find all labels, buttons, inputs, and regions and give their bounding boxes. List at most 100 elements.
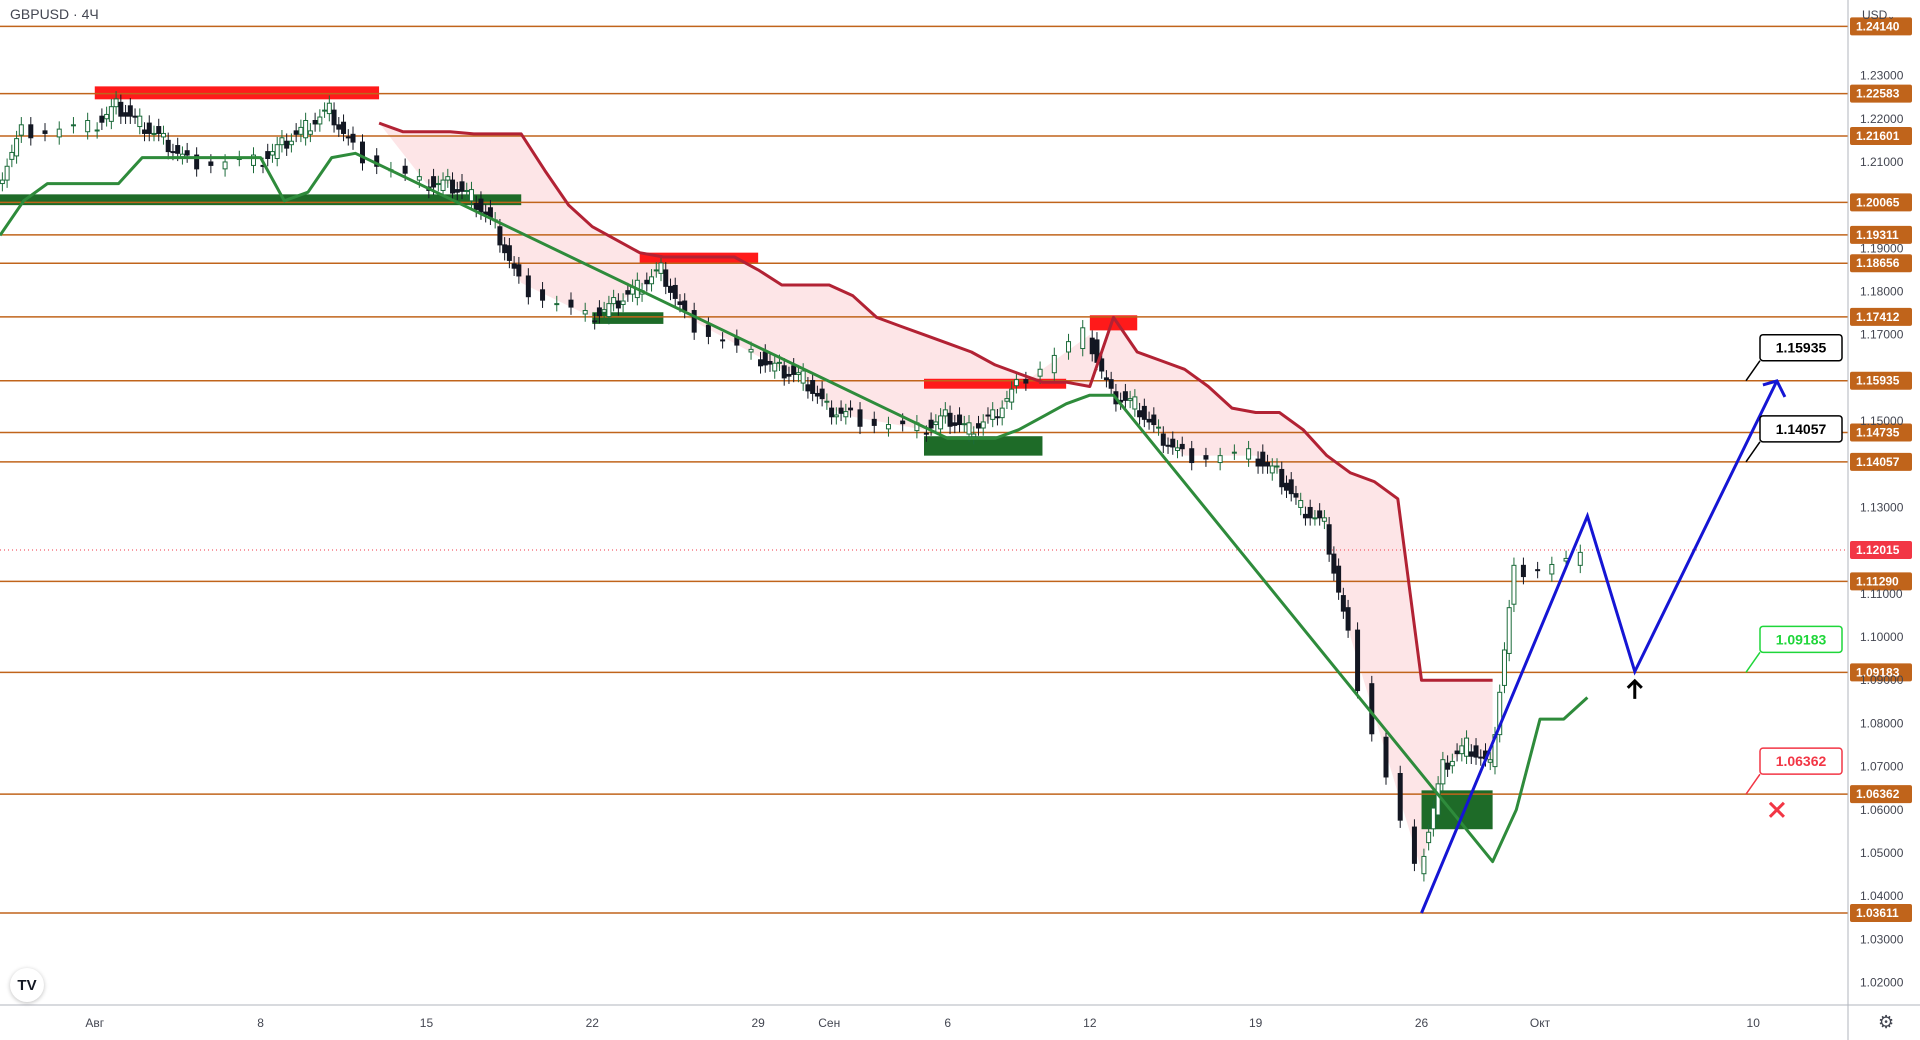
candle-body — [1454, 750, 1460, 755]
level-price-tag — [1850, 423, 1912, 442]
candle-body — [947, 412, 953, 427]
candle-body — [615, 300, 621, 309]
resistance-zone[interactable] — [924, 378, 1067, 389]
currency-selector[interactable]: USD⌄ — [1862, 8, 1895, 22]
candle-body — [682, 300, 688, 312]
callout-connector — [1745, 441, 1761, 463]
candle-body — [435, 183, 441, 186]
candle-body — [1473, 745, 1479, 758]
target-callout[interactable] — [1759, 333, 1843, 362]
candle-body — [800, 370, 806, 384]
candle-body — [151, 132, 157, 135]
candle-body — [1004, 398, 1010, 402]
level-price-label: 1.03611 — [1856, 906, 1899, 920]
candle-body — [208, 161, 214, 166]
callout-connector — [1745, 773, 1761, 795]
candle-body — [9, 151, 15, 160]
candle-body — [1156, 426, 1162, 429]
time-tick-label: 26 — [1415, 1016, 1429, 1030]
symbol-interval-label[interactable]: GBPUSD · 4Ч — [10, 6, 99, 22]
target-callout[interactable] — [1759, 415, 1843, 443]
candle-body — [160, 132, 166, 138]
level-price-label: 1.09183 — [1856, 665, 1900, 679]
resistance-zone[interactable] — [1089, 315, 1138, 331]
gear-icon[interactable]: ⚙ — [1878, 1012, 1895, 1033]
candle-body — [137, 115, 143, 128]
candle-body — [582, 310, 588, 315]
candle-body — [810, 379, 816, 394]
candle-body — [350, 133, 356, 143]
candle-body — [814, 392, 820, 397]
price-tick-label: 1.08000 — [1860, 716, 1904, 730]
candle-body — [938, 415, 944, 430]
candle-body — [786, 373, 792, 377]
stop-callout-label: 1.06362 — [1776, 753, 1827, 769]
candle-body — [288, 140, 294, 146]
support-zone[interactable] — [0, 194, 522, 206]
tradingview-logo-icon[interactable]: TV — [10, 968, 44, 1002]
candle-body — [1246, 448, 1252, 460]
price-tick-label: 1.21000 — [1860, 155, 1904, 169]
candle-body — [975, 423, 981, 429]
level-price-label: 1.19311 — [1856, 228, 1899, 242]
trend-down-line[interactable] — [378, 121, 1493, 682]
candle-body — [468, 189, 474, 202]
time-tick-label: Окт — [1530, 1016, 1551, 1030]
level-price-label: 1.18656 — [1856, 256, 1900, 270]
candle-body — [653, 269, 659, 272]
candle-body — [758, 359, 764, 367]
forecast-path[interactable] — [1420, 380, 1779, 914]
candle-body — [1203, 455, 1209, 460]
candle-body — [843, 411, 849, 418]
candle-body — [705, 324, 711, 337]
candle-body — [1383, 736, 1389, 778]
level-price-label: 1.06362 — [1856, 787, 1900, 801]
candle-body — [274, 144, 280, 160]
candle-body — [94, 129, 100, 132]
time-tick-label: 19 — [1249, 1016, 1263, 1030]
candle-body — [464, 189, 470, 192]
candle-body — [985, 414, 991, 417]
candle-body — [933, 421, 939, 426]
candle-body — [961, 423, 967, 426]
time-tick-label: Авг — [85, 1016, 104, 1030]
support-zone[interactable] — [924, 436, 1043, 456]
stop-callout[interactable] — [1759, 747, 1843, 775]
entry-callout[interactable] — [1759, 625, 1843, 654]
candle-body — [1141, 405, 1147, 420]
price-tick-label: 1.15000 — [1860, 414, 1904, 428]
candle-body — [1189, 448, 1195, 464]
candle-body — [445, 176, 451, 181]
candle-body — [1175, 447, 1181, 451]
candle-body — [625, 290, 631, 295]
candle-body — [1449, 760, 1455, 767]
currency-label: USD — [1862, 8, 1888, 22]
candle-body — [748, 348, 754, 353]
candle-body — [156, 126, 162, 134]
candle-body — [885, 424, 891, 430]
level-price-tag — [1850, 307, 1912, 326]
level-price-tag — [1850, 572, 1912, 591]
candle-body — [1255, 458, 1261, 467]
last-price-label: 1.12015 — [1856, 543, 1900, 557]
level-price-tag — [1850, 452, 1912, 471]
candle-body — [431, 176, 437, 188]
candle-body — [416, 176, 422, 181]
candle-body — [663, 269, 669, 287]
candle-body — [848, 407, 854, 411]
candle-body — [1430, 807, 1436, 830]
candle-body — [516, 264, 522, 277]
candle-body — [980, 421, 986, 429]
last-price-tag — [1850, 541, 1912, 560]
cross-icon — [1768, 801, 1785, 818]
trend-up-line[interactable] — [0, 151, 1589, 864]
support-zone[interactable] — [592, 312, 664, 324]
candle-body — [672, 284, 678, 299]
price-tick-label: 1.03000 — [1860, 932, 1904, 946]
candle-body — [781, 365, 787, 379]
candle-body — [829, 407, 835, 418]
candle-body — [322, 109, 328, 112]
candle-body — [108, 106, 114, 122]
price-tick-label: 1.04000 — [1860, 889, 1904, 903]
